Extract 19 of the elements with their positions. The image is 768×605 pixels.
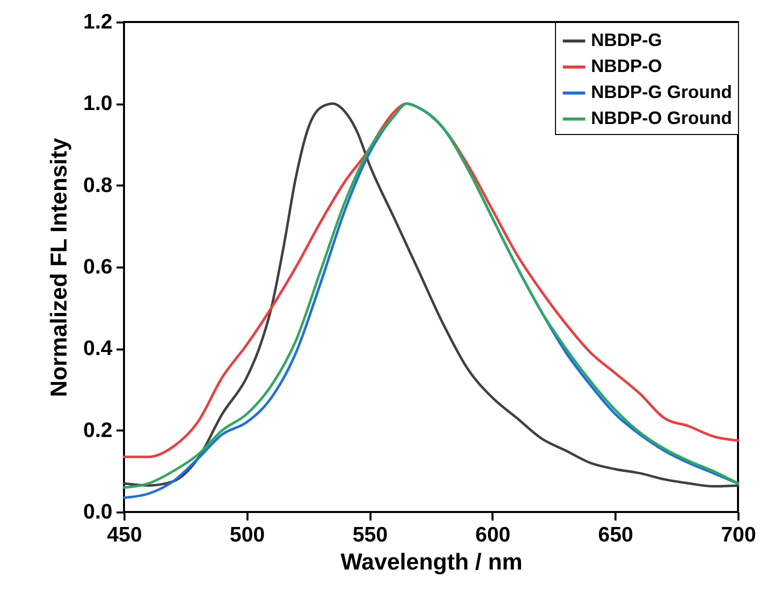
x-tick-label: 550 bbox=[352, 524, 388, 546]
y-tick-label: 0.8 bbox=[83, 174, 113, 197]
x-tick-label: 450 bbox=[106, 524, 142, 546]
x-tick-label: 650 bbox=[598, 524, 634, 546]
y-axis-title: Normalized FL Intensity bbox=[45, 138, 72, 398]
legend-label: NBDP-O bbox=[591, 56, 662, 76]
y-tick-label: 0.0 bbox=[83, 500, 112, 524]
y-tick-label: 1.0 bbox=[83, 92, 112, 116]
legend-label: NBDP-G bbox=[591, 30, 662, 50]
y-tick-label: 0.6 bbox=[83, 256, 112, 278]
legend-label: NBDP-O Ground bbox=[591, 108, 732, 128]
x-tick-label: 600 bbox=[475, 524, 510, 546]
y-tick-label: 0.4 bbox=[83, 337, 113, 360]
y-tick-label: 1.2 bbox=[83, 10, 112, 34]
x-tick-label: 700 bbox=[720, 524, 756, 546]
y-tick-label: 0.2 bbox=[83, 418, 112, 442]
x-axis-title: Wavelength / nm bbox=[340, 548, 522, 574]
legend-label: NBDP-G Ground bbox=[591, 82, 732, 102]
x-tick-label: 500 bbox=[230, 524, 265, 546]
